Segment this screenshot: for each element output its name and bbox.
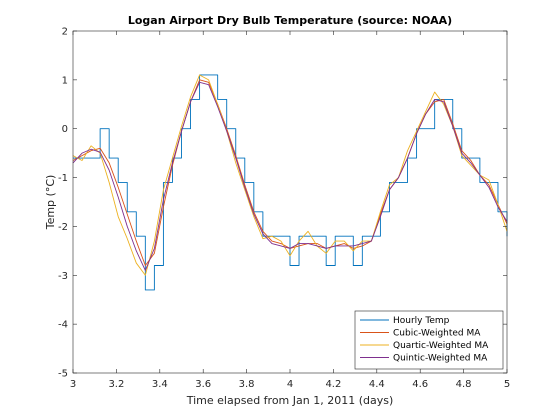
axes-layer: 3 3.2 3.4 3.6 3.8 4 4.2 4.4 4.6 4.8 5 -5 -4 -3 -2 -1 0 1 2 [58,27,510,391]
y-tick-label: -3 [58,271,68,282]
x-tick-label: 4.4 [369,379,385,390]
legend: Hourly Temp Cubic-Weighted MA Quartic-Weig… [354,310,504,370]
y-tick-label: -5 [58,369,68,380]
y-tick-label: 0 [62,124,68,135]
x-tick-label: 4.8 [456,379,472,390]
x-axis-label: Time elapsed from Jan 1, 2011 (days) [186,394,394,407]
x-tick-label: 4 [287,379,293,390]
series-layer [72,74,508,291]
y-tick-label: 2 [62,27,68,38]
x-tick-label: 3.2 [108,379,124,390]
x-tick-label: 3.6 [195,379,211,390]
x-tick-label: 3.4 [152,379,168,390]
y-axis-label: Temp (°C) [44,175,57,231]
x-tick-label: 4.2 [325,379,341,390]
legend-box [354,310,504,370]
y-tick-label: 1 [62,75,68,86]
y-tick-label: -4 [58,320,68,331]
y-tick-label: -2 [58,222,68,233]
legend-entry-label: Hourly Temp [393,316,450,326]
x-tick-label: 3.8 [239,379,255,390]
x-tick-label: 3 [70,379,76,390]
legend-entry-label: Quartic-Weighted MA [393,341,489,351]
series-line-1 [73,74,508,291]
y-tick-label: -1 [58,173,68,184]
series-line-4 [72,81,508,271]
legend-entry-label: Quintic-Weighted MA [393,354,488,364]
chart-title: Logan Airport Dry Bulb Temperature (sour… [128,14,452,27]
x-tick-label: 4.6 [412,379,428,390]
series-line-3 [72,74,508,276]
x-tick-label: 5 [504,379,510,390]
legend-entry-label: Cubic-Weighted MA [393,329,481,339]
